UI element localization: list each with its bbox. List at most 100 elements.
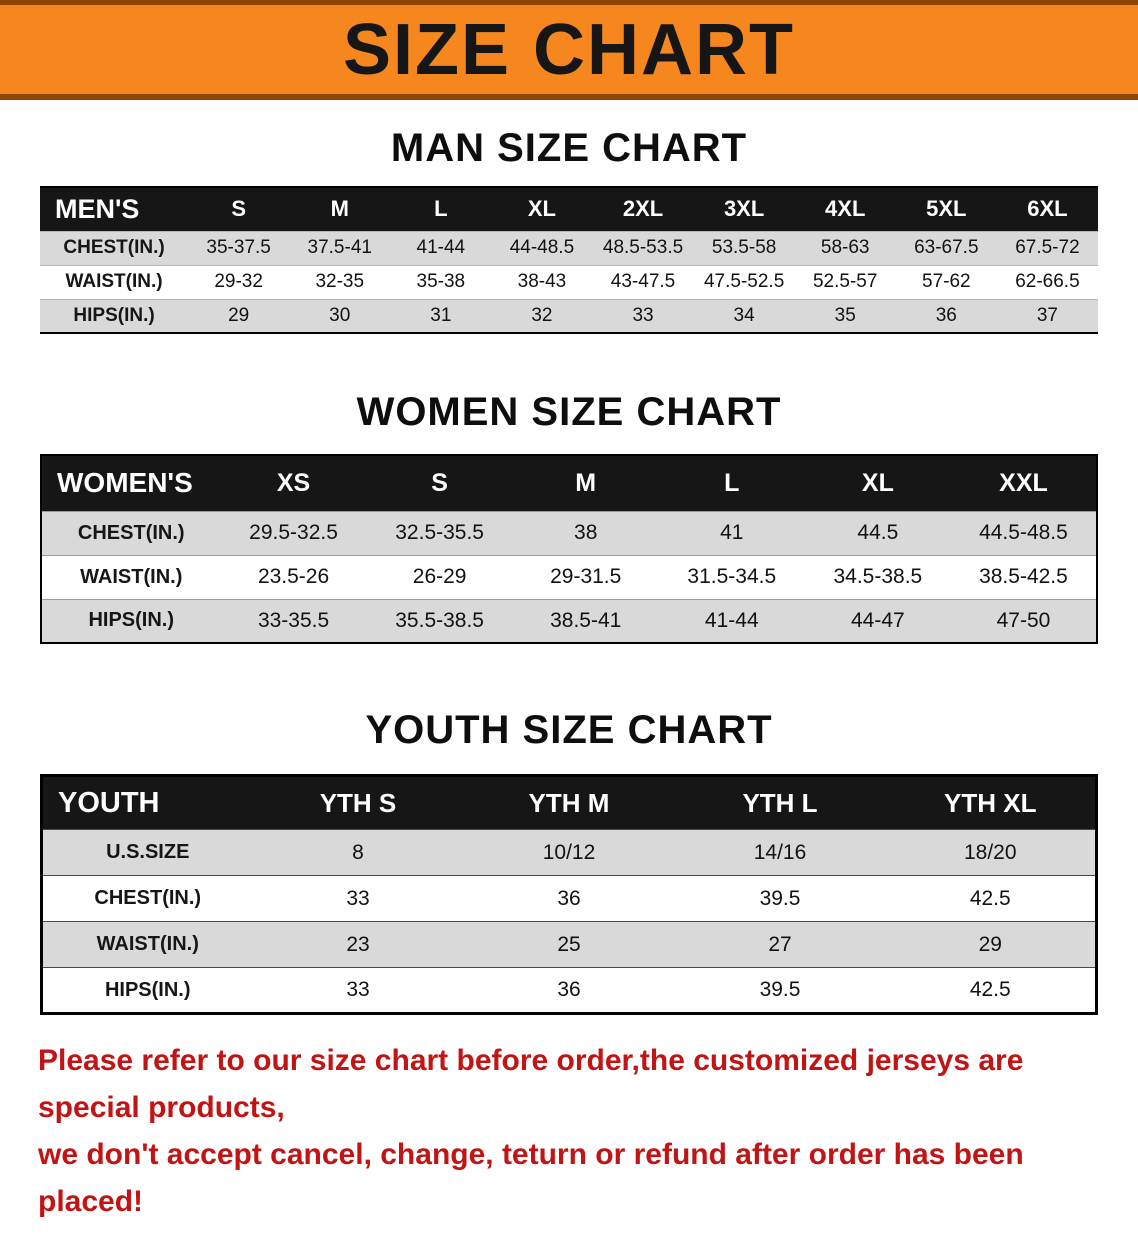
size-column-header: YTH M xyxy=(463,775,675,830)
row-label: HIPS(IN.) xyxy=(41,599,221,643)
table-row: U.S.SIZE 8 10/12 14/16 18/20 xyxy=(41,829,1097,876)
men-section-heading: MAN SIZE CHART xyxy=(390,126,748,170)
size-value: 23.5-26 xyxy=(257,565,330,588)
size-column-header: S xyxy=(366,455,513,511)
size-value: 38-43 xyxy=(517,271,567,292)
size-value: 44.5 xyxy=(804,511,951,555)
disclaimer-line-1: Please refer to our size chart before or… xyxy=(38,1044,1024,1124)
youth-size-table: YOUTH YTH S YTH M YTH L YTH XL U.S.SIZE 8 10/12… xyxy=(40,774,1098,1015)
size-value: 33 xyxy=(592,299,694,333)
size-value: 35.5-38.5 xyxy=(366,599,513,643)
size-value: 36 xyxy=(895,299,997,333)
size-value: 38 xyxy=(512,511,659,555)
size-column-header: L xyxy=(390,187,492,231)
row-label: HIPS(IN.) xyxy=(104,978,191,1001)
size-value: 31 xyxy=(390,299,492,333)
size-value: 33 xyxy=(346,978,370,1001)
row-label: WAIST(IN.) xyxy=(65,271,163,292)
size-column-header: 3XL xyxy=(693,187,795,231)
size-column-header: XL xyxy=(804,455,951,511)
size-value: 31.5-34.5 xyxy=(687,565,777,588)
size-value: 29-31.5 xyxy=(550,565,622,588)
women-size-table: WOMEN'S XS S M L XL XXL CHEST(IN.) 29.5-32.5 32.5… xyxy=(40,454,1098,644)
table-row: WAIST(IN.) 23 25 27 29 xyxy=(41,921,1097,968)
size-value: 43-47.5 xyxy=(610,271,676,292)
size-value: 29.5-32.5 xyxy=(220,511,367,555)
size-column-header: 6XL xyxy=(996,187,1098,231)
men-size-section: MAN SIZE CHART MEN'S S M L XL 2XL 3XL 4XL 5XL 6XL… xyxy=(0,126,1138,334)
size-column-header: YTH L xyxy=(674,775,886,830)
table-header-row: MEN'S S M L XL 2XL 3XL 4XL 5XL 6XL xyxy=(40,187,1098,231)
size-column-header: 4XL xyxy=(794,187,896,231)
size-value: 8 xyxy=(252,829,464,876)
size-value: 35-37.5 xyxy=(188,231,290,265)
size-column-header: XXL xyxy=(950,455,1097,511)
table-header-row: YOUTH YTH S YTH M YTH L YTH XL xyxy=(41,775,1097,830)
size-value: 47.5-52.5 xyxy=(703,271,785,292)
size-value: 42.5 xyxy=(969,886,1011,910)
size-value: 36 xyxy=(557,886,581,910)
size-value: 42.5 xyxy=(969,978,1011,1001)
size-value: 47-50 xyxy=(950,599,1097,643)
size-value: 41-44 xyxy=(390,231,492,265)
size-value: 35 xyxy=(794,299,896,333)
size-value: 32.5-35.5 xyxy=(366,511,513,555)
size-value: 38.5-41 xyxy=(512,599,659,643)
women-size-section: WOMEN SIZE CHART WOMEN'S XS S M L XL XXL CHEST(… xyxy=(0,390,1138,644)
table-row: CHEST(IN.) 29.5-32.5 32.5-35.5 38 41 44.5 44.5… xyxy=(41,511,1097,555)
size-value: 10/12 xyxy=(463,829,675,876)
table-row: WAIST(IN.) 23.5-26 26-29 29-31.5 31.5-34.5 34… xyxy=(41,555,1097,599)
size-column-header: YTH S xyxy=(252,775,464,830)
size-value: 67.5-72 xyxy=(996,231,1098,265)
disclaimer-note: Please refer to our size chart before or… xyxy=(38,1037,1100,1225)
size-column-header: M xyxy=(289,187,391,231)
size-value: 41-44 xyxy=(658,599,805,643)
table-corner-header: YOUTH xyxy=(41,775,253,830)
size-value: 37.5-41 xyxy=(289,231,391,265)
table-row: CHEST(IN.) 33 36 39.5 42.5 xyxy=(41,875,1097,922)
table-corner-header: WOMEN'S xyxy=(41,455,221,511)
table-row: CHEST(IN.) 35-37.5 37.5-41 41-44 44-48.5 48.5… xyxy=(40,231,1098,265)
size-value: 25 xyxy=(463,921,675,968)
size-column-header: 5XL xyxy=(895,187,997,231)
size-value: 26-29 xyxy=(412,565,467,588)
size-column-header: YTH XL xyxy=(885,775,1097,830)
men-size-table: MEN'S S M L XL 2XL 3XL 4XL 5XL 6XL CHEST(IN.) 35-37… xyxy=(40,186,1098,334)
size-column-header: M xyxy=(512,455,659,511)
banner-title: SIZE CHART xyxy=(343,9,795,90)
size-column-header: XS xyxy=(220,455,367,511)
size-value: 57-62 xyxy=(922,271,971,292)
size-value: 63-67.5 xyxy=(895,231,997,265)
table-row: WAIST(IN.) 29-32 32-35 35-38 38-43 43-47.5 47.… xyxy=(40,265,1098,299)
size-value: 39.5 xyxy=(759,886,801,910)
row-label: WAIST(IN.) xyxy=(41,921,253,968)
size-value: 32 xyxy=(491,299,593,333)
disclaimer-line-2: we don't accept cancel, change, teturn o… xyxy=(38,1138,1024,1218)
size-value: 39.5 xyxy=(759,978,801,1001)
row-label: HIPS(IN.) xyxy=(40,299,189,333)
size-column-header: L xyxy=(658,455,805,511)
size-value: 44.5-48.5 xyxy=(950,511,1097,555)
table-row: HIPS(IN.) 33-35.5 35.5-38.5 38.5-41 41-44 44-… xyxy=(41,599,1097,643)
size-value: 38.5-42.5 xyxy=(979,565,1068,588)
size-value: 41 xyxy=(658,511,805,555)
size-value: 29 xyxy=(188,299,290,333)
size-column-header: XL xyxy=(491,187,593,231)
table-row: HIPS(IN.) 33 36 39.5 42.5 xyxy=(41,967,1097,1014)
size-value: 30 xyxy=(289,299,391,333)
table-header-row: WOMEN'S XS S M L XL XXL xyxy=(41,455,1097,511)
size-value: 48.5-53.5 xyxy=(592,231,694,265)
table-row: HIPS(IN.) 29 30 31 32 33 34 35 36 37 xyxy=(40,299,1098,333)
size-chart-banner: SIZE CHART xyxy=(0,0,1138,100)
size-value: 44-48.5 xyxy=(491,231,593,265)
size-value: 44-47 xyxy=(804,599,951,643)
size-value: 62-66.5 xyxy=(1015,271,1080,292)
size-value: 52.5-57 xyxy=(812,271,878,292)
size-value: 29 xyxy=(885,921,1097,968)
size-value: 58-63 xyxy=(794,231,896,265)
row-label: CHEST(IN.) xyxy=(40,231,189,265)
women-section-heading: WOMEN SIZE CHART xyxy=(356,390,782,434)
size-value: 34 xyxy=(693,299,795,333)
size-value: 18/20 xyxy=(885,829,1097,876)
size-value: 53.5-58 xyxy=(693,231,795,265)
